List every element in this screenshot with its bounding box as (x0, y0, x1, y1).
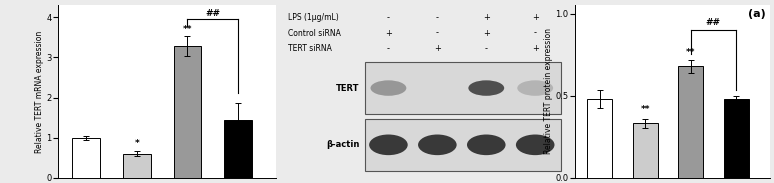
Text: (a): (a) (748, 9, 766, 19)
Text: -: - (387, 44, 390, 53)
Text: -: - (387, 13, 390, 22)
Text: *: * (135, 139, 139, 148)
Text: +: + (532, 13, 539, 22)
Bar (678, 66, 703, 178)
Ellipse shape (418, 135, 457, 155)
Ellipse shape (516, 135, 554, 155)
Text: -: - (485, 44, 488, 53)
Text: +: + (483, 29, 490, 38)
Bar (173, 46, 201, 178)
Text: -: - (436, 29, 439, 38)
FancyBboxPatch shape (365, 119, 560, 171)
Text: +: + (483, 13, 490, 22)
Text: LPS (1μg/mL): LPS (1μg/mL) (288, 13, 338, 22)
Y-axis label: Relative TERT mRNA expression: Relative TERT mRNA expression (35, 30, 43, 153)
Bar (724, 99, 748, 178)
Text: **: ** (183, 25, 192, 34)
Text: ##: ## (205, 9, 221, 18)
Text: **: ** (641, 105, 650, 114)
Bar (587, 99, 612, 178)
Text: TERT siRNA: TERT siRNA (288, 44, 331, 53)
Ellipse shape (369, 135, 408, 155)
Bar (72, 137, 100, 178)
Y-axis label: Relative TERT protein expression: Relative TERT protein expression (543, 29, 553, 154)
Ellipse shape (517, 80, 553, 96)
Ellipse shape (371, 80, 406, 96)
Bar (123, 154, 151, 178)
Text: -: - (436, 13, 439, 22)
Text: +: + (385, 29, 392, 38)
Bar (633, 124, 658, 178)
Ellipse shape (467, 135, 505, 155)
Text: +: + (434, 44, 440, 53)
Text: ##: ## (706, 18, 721, 27)
Text: -: - (534, 29, 536, 38)
Ellipse shape (468, 80, 504, 96)
Text: +: + (532, 44, 539, 53)
Text: TERT: TERT (336, 84, 359, 93)
Text: Control siRNA: Control siRNA (288, 29, 341, 38)
FancyBboxPatch shape (365, 62, 560, 114)
Bar (224, 119, 252, 178)
Text: β-actin: β-actin (326, 140, 359, 149)
Text: **: ** (686, 48, 695, 57)
